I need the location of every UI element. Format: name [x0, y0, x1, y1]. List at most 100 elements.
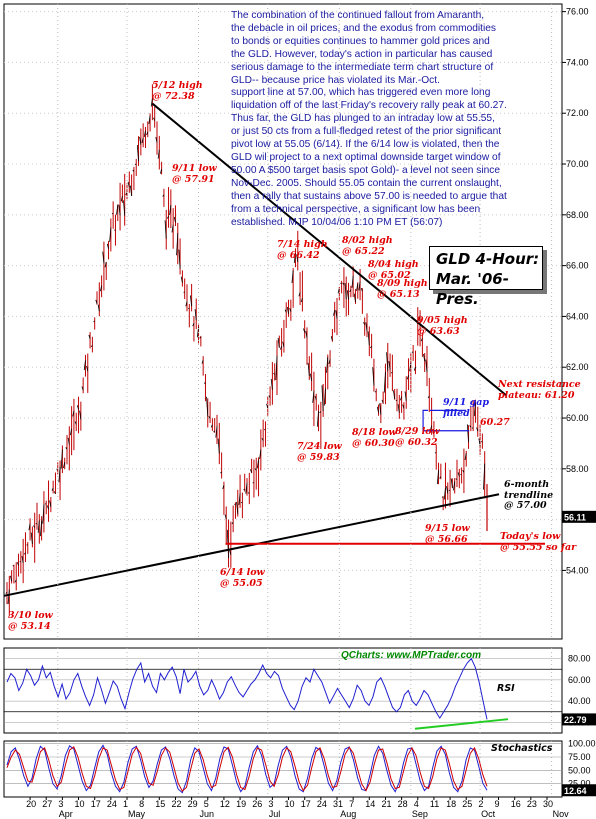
price-bar-tick [180, 276, 183, 283]
price-bar-tick [60, 449, 63, 469]
price-bar-tick [58, 466, 61, 483]
commentary-line: support line at 57.00, which has trigger… [231, 87, 491, 99]
x-tick-label: 25 [462, 799, 472, 809]
price-bar-tick [365, 322, 368, 332]
x-tick-label: 10 [75, 799, 85, 809]
price-bar-tick [53, 491, 56, 495]
price-bar-tick [337, 288, 340, 294]
price-bar-tick [229, 550, 232, 556]
annotation-next-resistance: Next resistance plateau: 61.20 [498, 379, 581, 401]
price-bar-tick [259, 449, 262, 460]
x-tick-label: 16 [511, 799, 521, 809]
price-bar-tick [476, 427, 479, 432]
price-bar-tick [217, 438, 220, 454]
price-bar-tick [423, 353, 426, 362]
price-bar-tick [247, 492, 250, 495]
price-bar-tick [222, 485, 225, 490]
price-bar-tick [245, 482, 248, 494]
x-tick-label: 5 [204, 799, 209, 809]
price-bar-tick [83, 360, 86, 371]
price-bar-tick [305, 331, 308, 339]
rsi-line [6, 657, 488, 720]
price-ytick-label: 54.00 [566, 565, 589, 575]
price-bar-tick [270, 378, 273, 390]
price-bar-tick [76, 405, 79, 410]
price-bar-tick [413, 366, 416, 371]
price-bar-tick [153, 117, 156, 121]
price-bar-tick [46, 505, 49, 510]
price-bar-tick [333, 310, 336, 316]
price-bar-tick [319, 411, 322, 413]
price-bar-tick [243, 488, 245, 491]
price-bar-tick [363, 322, 366, 325]
price-ytick-label: 70.00 [566, 159, 589, 169]
price-bar-tick [65, 447, 68, 450]
x-tick-label: 26 [252, 799, 262, 809]
price-bar-tick [30, 532, 33, 545]
price-ytick-label: 62.00 [566, 362, 589, 372]
x-tick-label: 22 [171, 799, 181, 809]
commentary-text: The combination of the continued fallout… [231, 10, 531, 229]
x-tick-label: 17 [301, 799, 311, 809]
price-bar-tick [203, 382, 206, 385]
price-bar-tick [97, 304, 100, 312]
gap-bracket [422, 409, 470, 432]
price-bar-tick [215, 425, 218, 438]
x-tick-label: 27 [42, 799, 52, 809]
price-bar-tick [443, 487, 446, 500]
price-bar-tick [432, 431, 435, 434]
price-bar-tick [372, 367, 375, 386]
price-bar-tick [280, 346, 282, 350]
x-month-label: Nov [553, 809, 570, 819]
price-bar-tick [201, 359, 204, 364]
price-bar-tick [139, 136, 142, 145]
price-bar-tick [418, 315, 421, 321]
price-bar-tick [136, 144, 139, 162]
trendline-six-month [3, 493, 500, 597]
price-bar-tick [346, 290, 349, 300]
price-ytick-label: 76.00 [566, 7, 589, 17]
stoch-series-0 [6, 744, 488, 794]
rsi-label: RSI [497, 683, 515, 694]
commentary-line: serious damage to the intermediate term … [231, 61, 494, 73]
chart-title-line1: GLD 4-Hour: [436, 250, 540, 268]
price-ytick-label: 72.00 [566, 108, 589, 118]
price-bar-tick [35, 522, 38, 525]
price-bar-tick [14, 579, 17, 583]
price-bar-tick [266, 403, 269, 409]
price-bar-tick [430, 425, 433, 431]
price-bar-tick [282, 341, 285, 348]
price-bar-tick [90, 345, 93, 347]
price-bar-tick [335, 310, 338, 319]
price-bar-tick [51, 487, 54, 491]
price-bar-tick [450, 478, 453, 488]
trendline-down [151, 102, 507, 396]
price-bar-tick [268, 395, 271, 398]
price-bar-tick [109, 227, 112, 242]
price-bar-tick [132, 169, 135, 172]
price-bar-tick [199, 336, 202, 339]
price-bar-tick [28, 523, 31, 531]
price-bar-tick [406, 375, 409, 380]
price-bar-tick [453, 481, 456, 491]
price-bar-tick [466, 424, 469, 443]
price-bar-tick [123, 200, 126, 216]
price-bar-tick [250, 469, 252, 473]
price-bar-tick [231, 521, 234, 525]
price-ytick-label: 74.00 [566, 57, 589, 67]
price-bar-tick [213, 430, 215, 433]
stoch-ytick-label: 100.00 [568, 739, 596, 749]
price-bar-tick [469, 425, 472, 428]
stochastics-label: Stochastics [491, 743, 553, 754]
price-bar-tick [388, 360, 391, 370]
price-bar-tick [79, 410, 82, 420]
price-bar-tick [374, 390, 377, 393]
price-ytick-label: 58.00 [566, 464, 589, 474]
price-bar-tick [95, 299, 98, 305]
price-bar-tick [323, 388, 326, 406]
price-bar-tick [241, 501, 243, 504]
price-bar-tick [5, 591, 8, 594]
commentary-line: then a rally that sustains above 57.00 i… [231, 190, 507, 202]
price-bar-tick [397, 404, 400, 413]
annotation-9-15-low: 9/15 low @ 56.66 [425, 523, 470, 545]
